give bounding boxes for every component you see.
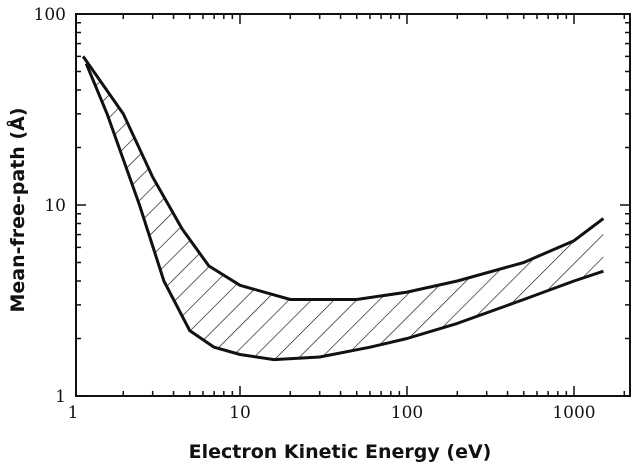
x-tick-label: 1 bbox=[68, 403, 79, 423]
x-tick-label: 1000 bbox=[552, 403, 595, 423]
y-tick-label: 10 bbox=[44, 196, 66, 216]
x-axis-label: Electron Kinetic Energy (eV) bbox=[189, 441, 492, 463]
band-fill bbox=[83, 56, 604, 360]
lower-bound-curve bbox=[84, 63, 604, 362]
y-tick-label: 100 bbox=[34, 5, 66, 25]
x-tick-label: 10 bbox=[229, 403, 251, 423]
y-axis-label: Mean-free-path (Å) bbox=[5, 107, 29, 312]
x-tick-label: 100 bbox=[391, 403, 423, 423]
y-tick-label: 1 bbox=[55, 387, 66, 407]
band-layer bbox=[81, 55, 605, 362]
tick-layer: 1 10 100 1000 1 10 100 bbox=[34, 5, 630, 423]
upper-bound-curve bbox=[81, 55, 605, 301]
